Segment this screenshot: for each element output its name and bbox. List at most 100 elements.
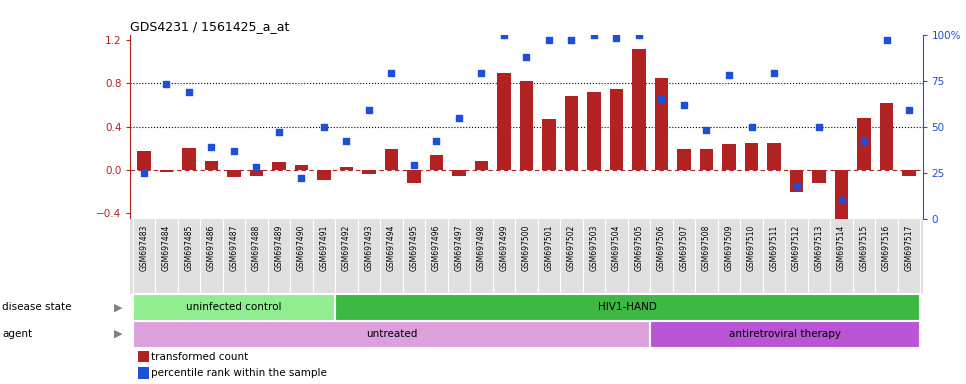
- Text: GSM697489: GSM697489: [274, 225, 283, 271]
- Text: GSM697517: GSM697517: [904, 225, 914, 271]
- Text: GSM697495: GSM697495: [410, 225, 418, 271]
- Text: GSM697503: GSM697503: [589, 225, 599, 271]
- Text: GSM697502: GSM697502: [567, 225, 576, 271]
- Bar: [132, 321, 650, 348]
- Bar: [159, 170, 173, 172]
- Text: untreated: untreated: [366, 329, 417, 339]
- Text: uninfected control: uninfected control: [186, 302, 282, 312]
- Text: GSM697492: GSM697492: [342, 225, 351, 271]
- Text: GSM697485: GSM697485: [185, 225, 193, 271]
- Point: [248, 164, 264, 170]
- Point: [316, 124, 331, 130]
- Text: GSM697514: GSM697514: [837, 225, 846, 271]
- Bar: [205, 161, 218, 170]
- Point: [901, 107, 917, 113]
- Point: [789, 183, 805, 189]
- Point: [609, 35, 624, 41]
- Point: [429, 138, 444, 144]
- Text: HIV1-HAND: HIV1-HAND: [598, 302, 657, 312]
- Point: [294, 175, 309, 181]
- Point: [541, 37, 556, 43]
- Text: antiretroviral therapy: antiretroviral therapy: [729, 329, 841, 339]
- Bar: [249, 170, 263, 175]
- Text: GSM697505: GSM697505: [635, 225, 643, 271]
- Text: GSM697500: GSM697500: [522, 225, 531, 271]
- Bar: [474, 161, 488, 170]
- Bar: [745, 143, 758, 170]
- Point: [744, 124, 759, 130]
- Bar: [317, 170, 330, 180]
- Text: ▶: ▶: [114, 329, 123, 339]
- Bar: [520, 81, 533, 170]
- Point: [698, 127, 714, 134]
- Point: [654, 96, 669, 102]
- Bar: [677, 149, 691, 170]
- Point: [586, 31, 602, 38]
- Text: ▶: ▶: [114, 302, 123, 312]
- Point: [722, 72, 737, 78]
- Point: [676, 101, 692, 108]
- Bar: [632, 49, 645, 170]
- Point: [204, 144, 219, 150]
- Bar: [430, 155, 443, 170]
- Bar: [335, 294, 921, 321]
- Bar: [699, 149, 713, 170]
- Text: GSM697483: GSM697483: [139, 225, 149, 271]
- Text: GSM697490: GSM697490: [297, 225, 306, 271]
- Point: [564, 37, 580, 43]
- Point: [158, 81, 174, 88]
- Point: [856, 138, 871, 144]
- Bar: [183, 148, 196, 170]
- Text: GSM697494: GSM697494: [387, 225, 396, 271]
- Text: GSM697515: GSM697515: [860, 225, 868, 271]
- Bar: [902, 170, 916, 175]
- Bar: [812, 170, 826, 183]
- Bar: [272, 162, 286, 170]
- Bar: [384, 149, 398, 170]
- Bar: [723, 144, 736, 170]
- Text: GSM697511: GSM697511: [770, 225, 779, 271]
- Point: [361, 107, 377, 113]
- Text: GDS4231 / 1561425_a_at: GDS4231 / 1561425_a_at: [130, 20, 290, 33]
- Text: agent: agent: [2, 329, 32, 339]
- Text: GSM697508: GSM697508: [702, 225, 711, 271]
- Text: GSM697496: GSM697496: [432, 225, 440, 271]
- Text: GSM697506: GSM697506: [657, 225, 666, 271]
- Bar: [650, 321, 921, 348]
- Bar: [610, 89, 623, 170]
- Bar: [565, 96, 579, 170]
- Point: [497, 31, 512, 38]
- Text: GSM697504: GSM697504: [612, 225, 621, 271]
- Text: GSM697497: GSM697497: [454, 225, 464, 271]
- Point: [182, 89, 197, 95]
- Bar: [857, 118, 870, 170]
- Bar: [587, 92, 601, 170]
- Text: GSM697487: GSM697487: [230, 225, 239, 271]
- Point: [519, 54, 534, 60]
- Bar: [295, 165, 308, 170]
- Point: [339, 138, 355, 144]
- Text: disease state: disease state: [2, 302, 71, 312]
- Point: [766, 70, 781, 76]
- Text: GSM697486: GSM697486: [207, 225, 216, 271]
- Bar: [835, 170, 848, 227]
- Point: [631, 31, 646, 38]
- Bar: [767, 143, 781, 170]
- Bar: [132, 294, 335, 321]
- Point: [811, 124, 827, 130]
- Point: [407, 162, 422, 169]
- Bar: [655, 78, 668, 170]
- Text: transformed count: transformed count: [151, 352, 248, 362]
- Bar: [227, 170, 241, 177]
- Point: [834, 197, 849, 204]
- Text: GSM697498: GSM697498: [477, 225, 486, 271]
- Text: GSM697510: GSM697510: [747, 225, 756, 271]
- Bar: [138, 367, 149, 379]
- Point: [271, 129, 287, 135]
- Bar: [362, 170, 376, 174]
- Bar: [452, 170, 466, 175]
- Point: [384, 70, 399, 76]
- Text: GSM697512: GSM697512: [792, 225, 801, 271]
- Text: GSM697513: GSM697513: [814, 225, 823, 271]
- Text: GSM697516: GSM697516: [882, 225, 891, 271]
